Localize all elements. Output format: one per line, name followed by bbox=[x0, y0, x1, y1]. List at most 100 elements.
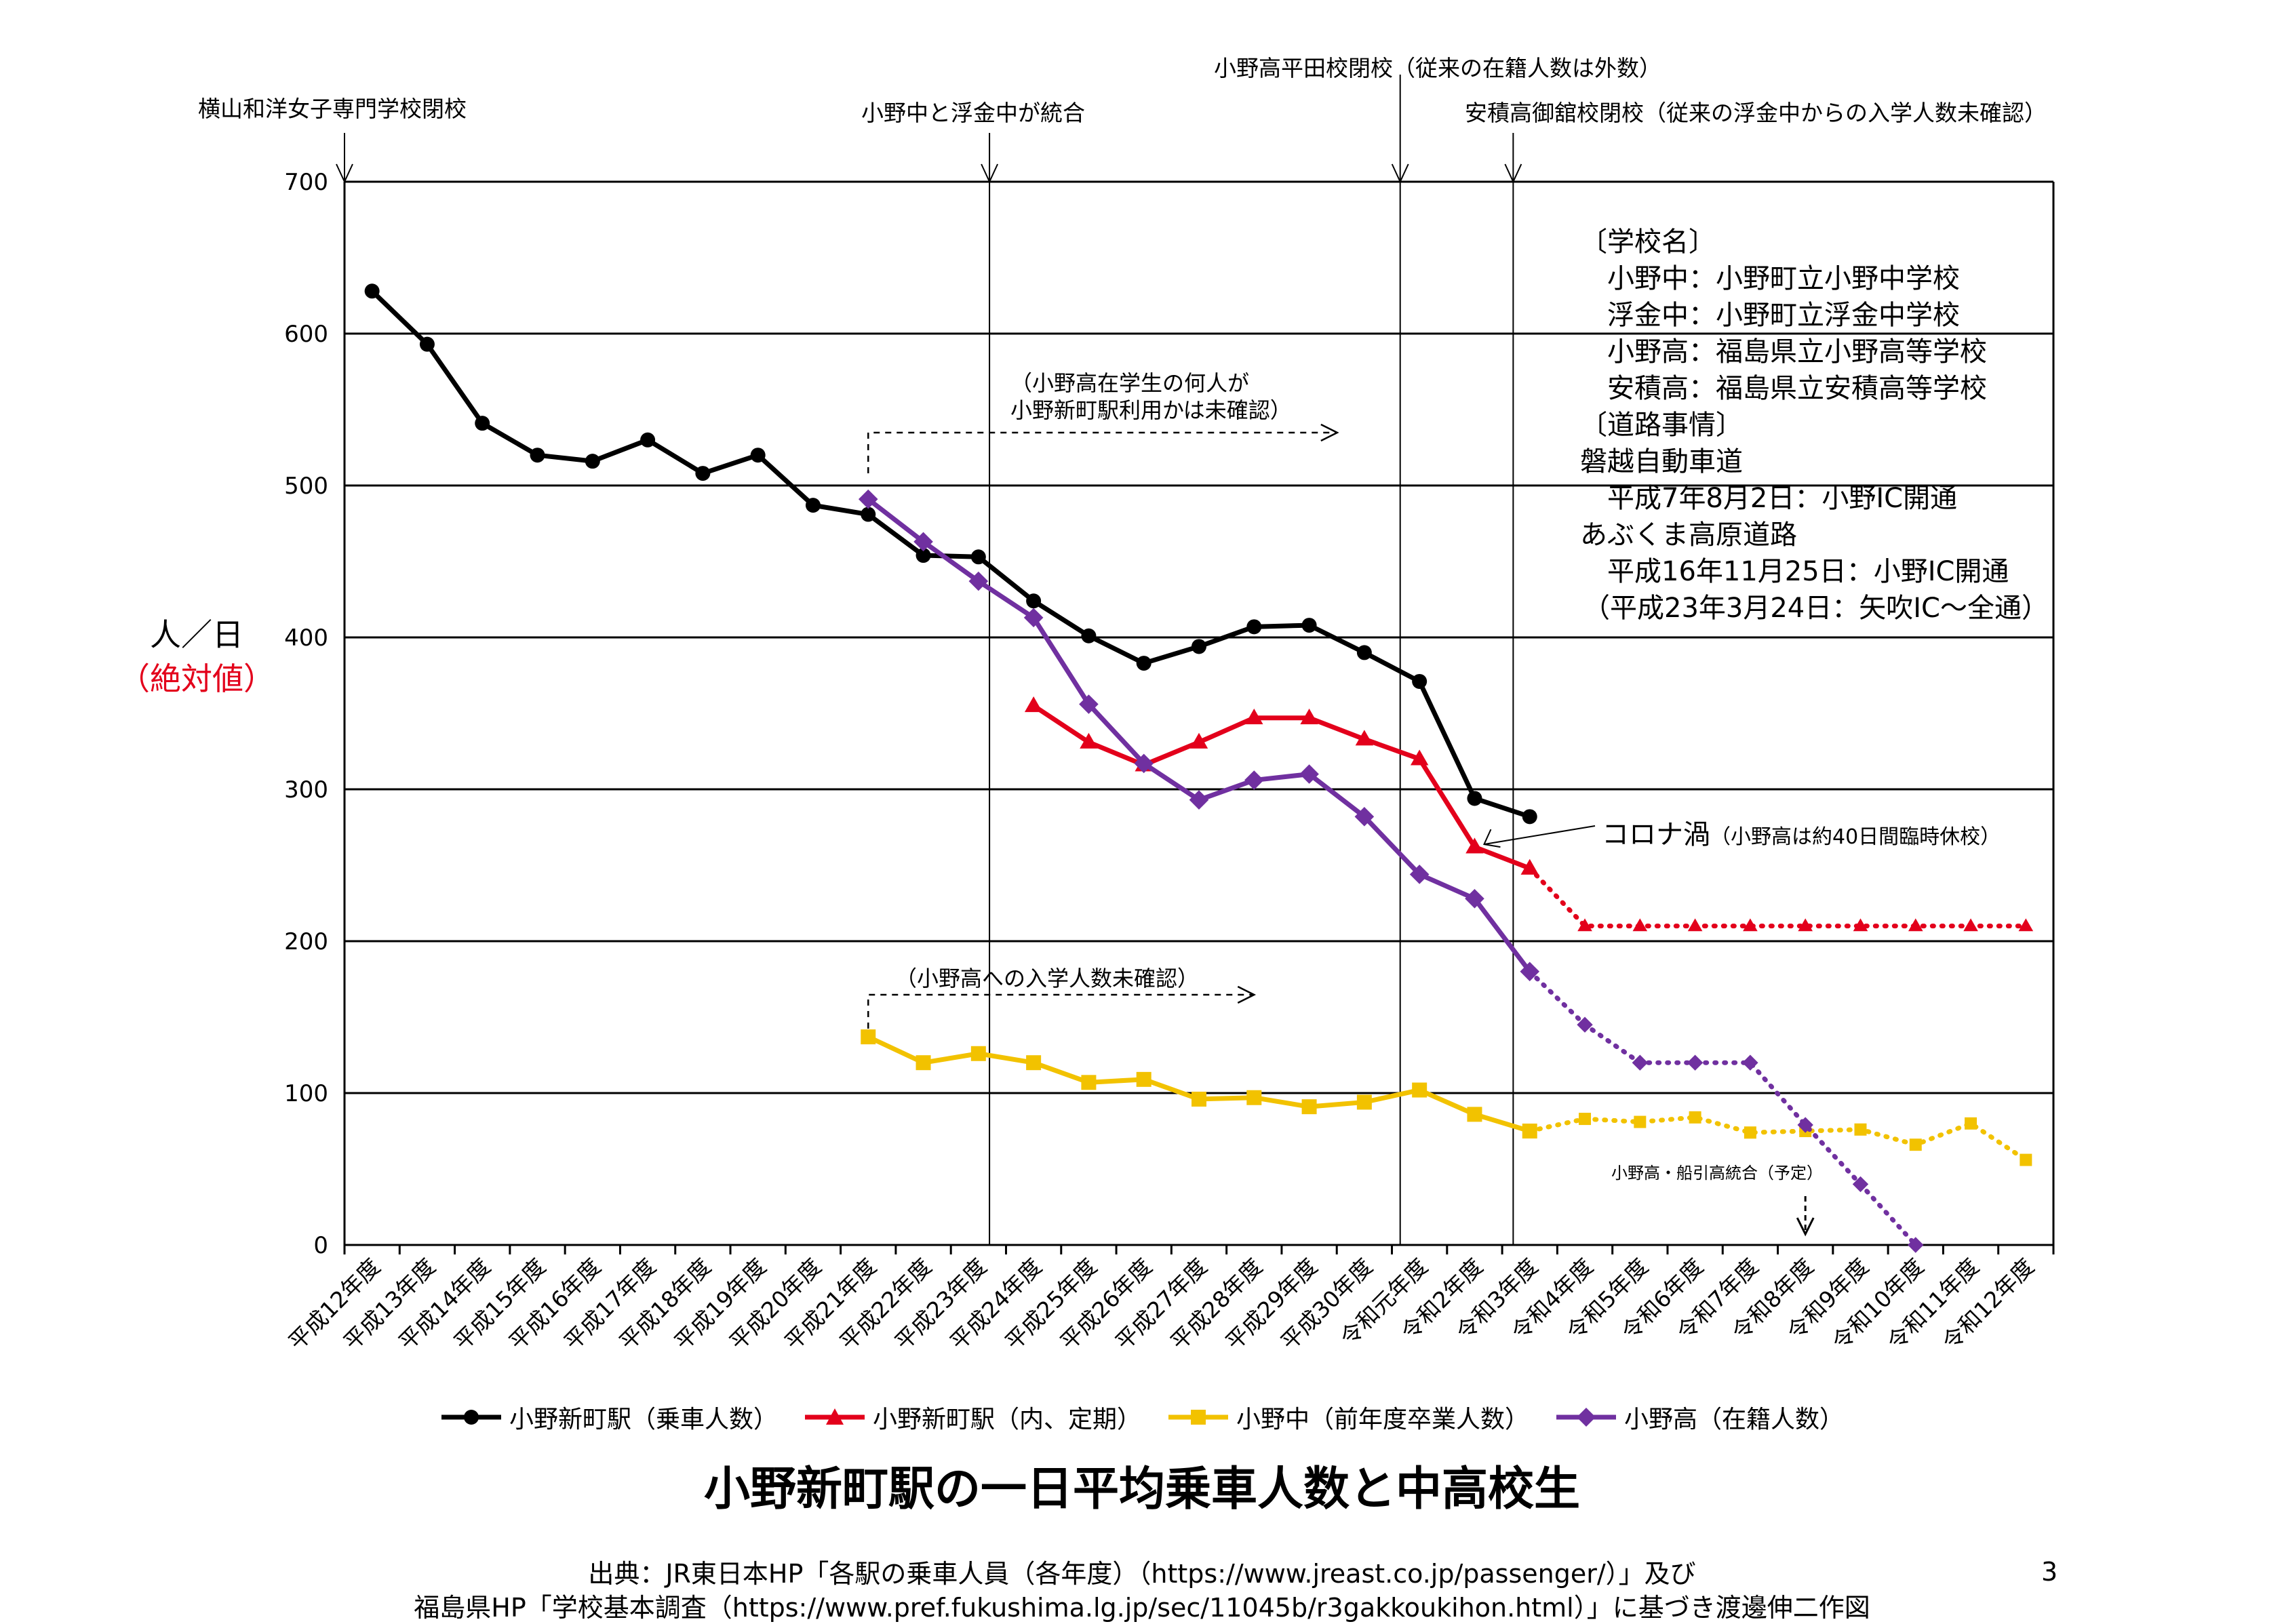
series-3-point-20 bbox=[1465, 888, 1484, 909]
series-0-point-21 bbox=[1522, 809, 1537, 825]
funehiki-arrow-head bbox=[1796, 1217, 1815, 1237]
event-arrow-head-3 bbox=[1504, 163, 1522, 184]
note-corona: コロナ渦（小野高は約40日間臨時休校） bbox=[1602, 812, 2001, 852]
series-1-projected-point-30 bbox=[2018, 918, 2034, 932]
chart-title: 小野新町駅の一日平均乗車人数と中高校生 bbox=[703, 1463, 1580, 1516]
info-banetsu: 磐越自動車道 bbox=[1580, 446, 1743, 477]
legend-marker-commuter bbox=[804, 1408, 865, 1425]
series-3-point-17 bbox=[1299, 764, 1319, 784]
series-0-line bbox=[370, 289, 1531, 819]
series-0-point-11 bbox=[970, 549, 986, 565]
series-0-point-6 bbox=[695, 466, 711, 481]
note-corona-sub: （小野高は約40日間臨時休校） bbox=[1710, 825, 2001, 849]
series-3-point-16 bbox=[1244, 770, 1264, 790]
legend-marker-graduates bbox=[1168, 1410, 1228, 1425]
series-2-point-11 bbox=[970, 1046, 986, 1061]
series-1-projected-point-26 bbox=[1798, 918, 1813, 932]
series-2-projected-point-22 bbox=[1579, 1113, 1592, 1126]
annotation-funehiki-merge: 小野高・船引高統合（予定） bbox=[1611, 1164, 1823, 1183]
legend-item-enrolled: 小野高（在籍人数） bbox=[1555, 1400, 1844, 1435]
series-3-projected-point-25 bbox=[1742, 1054, 1758, 1071]
legend-label-graduates: 小野中（前年度卒業人数） bbox=[1236, 1406, 1530, 1433]
y-axis-label: 人／日 bbox=[150, 616, 243, 653]
series-1-point-15 bbox=[1189, 732, 1208, 749]
note-bracket-usage-head bbox=[1320, 423, 1339, 442]
event-arrow-head-1 bbox=[981, 163, 999, 184]
series-2-projected-point-23 bbox=[1634, 1115, 1647, 1128]
note-bracket-enrollment bbox=[867, 993, 1255, 1029]
series-0-point-3 bbox=[530, 448, 545, 463]
series-1-point-19 bbox=[1410, 749, 1429, 766]
series-0-point-17 bbox=[1301, 618, 1317, 633]
series-1-projected-point-29 bbox=[1963, 918, 1978, 932]
series-3-projected-point-27 bbox=[1852, 1176, 1869, 1193]
series-3-point-13 bbox=[1079, 694, 1099, 714]
series-3-point-10 bbox=[913, 532, 933, 552]
series-0-point-13 bbox=[1081, 628, 1097, 643]
info-asaka-hs: 安積高：福島県立安積高等学校 bbox=[1607, 373, 1987, 404]
series-2-projected-point-27 bbox=[1854, 1123, 1867, 1136]
note-bracket-usage bbox=[867, 431, 1337, 473]
info-abukuma-date: 平成16年11月25日：小野IC開通 bbox=[1607, 556, 2009, 587]
series-0-point-18 bbox=[1356, 645, 1372, 660]
series-0-point-1 bbox=[419, 336, 435, 352]
series-0-point-19 bbox=[1412, 673, 1428, 689]
series-0-point-9 bbox=[861, 507, 876, 522]
series-3-projected-point-23 bbox=[1632, 1054, 1649, 1071]
series-3-projected-point-24 bbox=[1687, 1054, 1704, 1071]
series-2-point-13 bbox=[1081, 1075, 1097, 1090]
note-students-usage-line2: 小野新町駅利用かは未確認） bbox=[1010, 397, 1292, 423]
note-students-usage-line1: （小野高在学生の何人が bbox=[1010, 370, 1250, 396]
series-1-projected-point-22 bbox=[1577, 918, 1592, 932]
series-1-projected-point-25 bbox=[1743, 918, 1758, 932]
y-tick-label-100: 100 bbox=[284, 1080, 328, 1107]
series-3-point-15 bbox=[1189, 790, 1209, 810]
page-number: 3 bbox=[2041, 1557, 2058, 1587]
series-1-line bbox=[1032, 703, 1531, 871]
corona-pointer-line bbox=[1484, 825, 1596, 846]
series-0-point-4 bbox=[585, 454, 600, 469]
legend-item-ridership: 小野新町駅（乗車人数） bbox=[440, 1400, 778, 1435]
annotation-asaka-mitate-closure: 安積高御舘校閉校（従来の浮金中からの入学人数未確認） bbox=[1465, 100, 2047, 126]
series-2-line bbox=[867, 1034, 1531, 1134]
series-0-point-8 bbox=[805, 498, 821, 513]
series-1-point-17 bbox=[1300, 708, 1318, 725]
y-tick-label-500: 500 bbox=[284, 473, 328, 500]
series-2-projected-point-24 bbox=[1689, 1111, 1701, 1124]
corona-pointer-head bbox=[1483, 829, 1501, 848]
info-ono-jhs: 小野中：小野町立小野中学校 bbox=[1607, 263, 1960, 294]
series-2-point-10 bbox=[915, 1055, 931, 1071]
legend-label-commuter: 小野新町駅（内、定期） bbox=[872, 1406, 1141, 1433]
legend-label-enrolled: 小野高（在籍人数） bbox=[1624, 1406, 1845, 1433]
series-1-point-16 bbox=[1245, 708, 1263, 725]
note-bracket-enrollment-head bbox=[1237, 985, 1257, 1004]
note-enrollment-unconfirmed: （小野高への入学人数未確認） bbox=[895, 966, 1200, 991]
series-1-projection-line bbox=[1527, 865, 2028, 929]
series-2-point-19 bbox=[1412, 1082, 1428, 1098]
info-banetsu-date: 平成7年8月2日：小野IC開通 bbox=[1607, 483, 1958, 514]
annotation-hirata-closure: 小野高平田校閉校（従来の在籍人数は外数） bbox=[1214, 55, 1661, 81]
y-tick-label-0: 0 bbox=[313, 1232, 328, 1259]
series-1-projected-point-28 bbox=[1908, 918, 1923, 932]
series-2-projected-point-25 bbox=[1744, 1126, 1756, 1139]
source-line-2: 福島県HP「学校基本調査（https://www.pref.fukushima.… bbox=[414, 1593, 1870, 1623]
event-arrow-head-0 bbox=[336, 163, 353, 184]
y-tick-label-200: 200 bbox=[284, 928, 328, 955]
info-abukuma-full: （平成23年3月24日：矢吹IC～全通） bbox=[1583, 593, 2049, 624]
series-2-point-9 bbox=[861, 1029, 876, 1045]
legend-marker-ridership bbox=[441, 1410, 501, 1425]
y-axis-sublabel: （絶対値） bbox=[119, 660, 275, 697]
series-0-point-0 bbox=[364, 283, 380, 299]
series-2-projected-point-30 bbox=[2020, 1153, 2032, 1166]
series-3-point-19 bbox=[1409, 865, 1430, 884]
y-tick-label-600: 600 bbox=[284, 321, 328, 348]
info-ono-hs: 小野高：福島県立小野高等学校 bbox=[1607, 336, 1987, 368]
series-3-point-14 bbox=[1134, 753, 1154, 774]
series-2-projected-point-29 bbox=[1965, 1117, 1977, 1130]
series-3-point-9 bbox=[858, 489, 878, 509]
series-3-projected-point-28 bbox=[1908, 1237, 1924, 1253]
series-0-point-10 bbox=[915, 548, 931, 563]
legend: 小野新町駅（乗車人数） 小野新町駅（内、定期） 小野中（前年度卒業人数） 小野高… bbox=[0, 1400, 2284, 1435]
legend-item-commuter: 小野新町駅（内、定期） bbox=[804, 1400, 1141, 1435]
series-1-projected-point-23 bbox=[1632, 918, 1648, 932]
